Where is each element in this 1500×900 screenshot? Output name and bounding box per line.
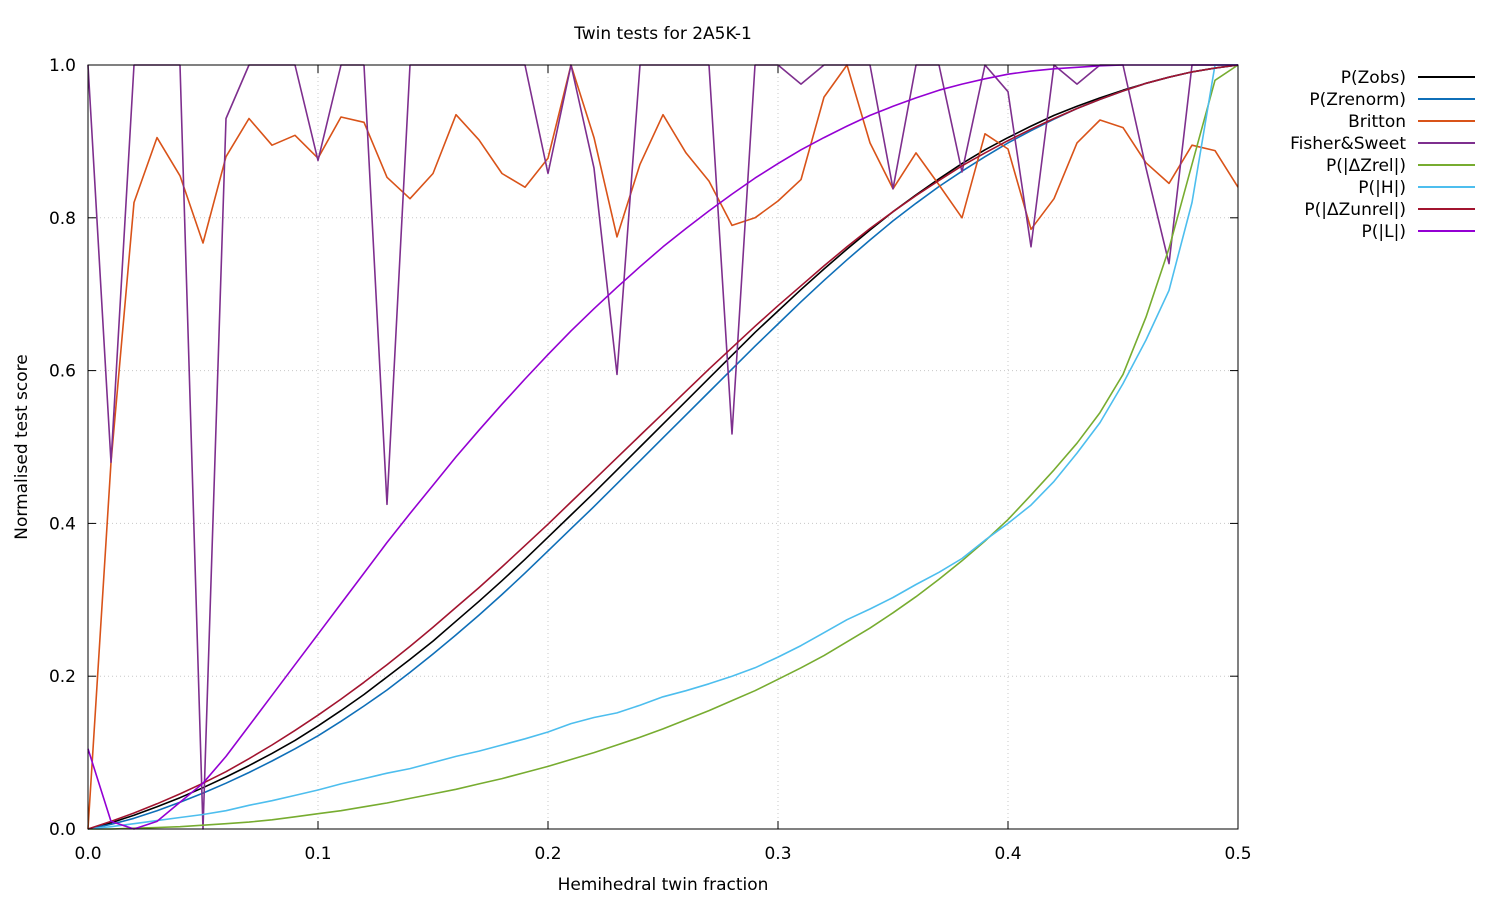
y-axis-label: Normalised test score <box>12 354 32 539</box>
series-line-1 <box>87 64 1239 830</box>
legend: P(Zobs)P(Zrenorm)BrittonFisher&SweetP(|Δ… <box>1290 68 1475 242</box>
y-tick-label: 0.0 <box>49 820 76 840</box>
legend-label: P(Zobs) <box>1341 68 1406 88</box>
x-tick-label: 0.2 <box>534 844 561 864</box>
y-tick-label: 0.8 <box>49 209 76 229</box>
x-tick-label: 0.5 <box>1224 844 1251 864</box>
chart-title: Twin tests for 2A5K-1 <box>573 24 752 44</box>
plot-frame <box>87 64 1239 830</box>
y-tick-label: 0.4 <box>49 514 76 534</box>
series-line-8 <box>87 64 1238 830</box>
legend-label: P(|ΔZrel|) <box>1326 156 1406 176</box>
series-line-5 <box>88 64 1239 830</box>
grid <box>88 65 1238 829</box>
legend-label: P(|L|) <box>1362 222 1406 242</box>
x-tick-label: 0.4 <box>994 844 1021 864</box>
legend-label: P(|ΔZunrel|) <box>1304 200 1406 220</box>
series-line-6 <box>87 64 1238 830</box>
series-lines <box>87 64 1239 830</box>
x-tick-label: 0.1 <box>304 844 331 864</box>
series-line-3 <box>87 64 1239 830</box>
axis-ticks: 0.0 0.1 0.2 0.3 0.4 0.5 0.0 0.2 0.4 0.6 0.8 1.0 <box>49 56 1252 864</box>
y-tick-label: 0.2 <box>49 667 76 687</box>
x-axis-label: Hemihedral twin fraction <box>558 875 769 895</box>
legend-label: Britton <box>1348 112 1406 132</box>
series-line-2 <box>87 64 1239 830</box>
series-line-7 <box>87 64 1239 830</box>
legend-label: Fisher&Sweet <box>1290 134 1406 154</box>
legend-label: P(|H|) <box>1358 178 1406 198</box>
y-tick-label: 1.0 <box>49 56 76 76</box>
x-tick-label: 0.0 <box>74 844 101 864</box>
y-tick-label: 0.6 <box>49 362 76 382</box>
series-line-4 <box>87 64 1238 830</box>
legend-label: P(Zrenorm) <box>1309 90 1406 110</box>
x-tick-label: 0.3 <box>764 844 791 864</box>
